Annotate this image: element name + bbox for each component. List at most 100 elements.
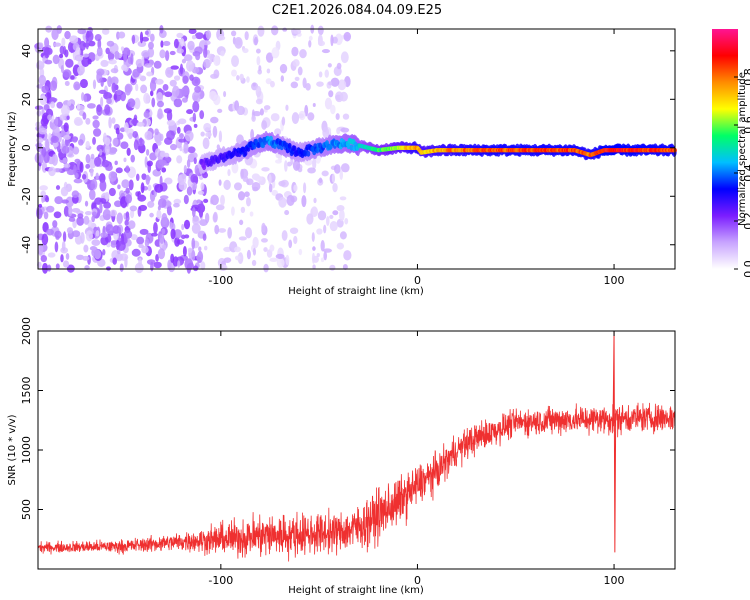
heatmap-cell [153, 222, 158, 234]
heatmap-cell [104, 213, 111, 220]
heatmap-cell [85, 117, 91, 125]
heatmap-cell [103, 92, 113, 100]
heatmap-cell [100, 232, 109, 238]
heatmap-cell [343, 31, 352, 42]
heatmap-cell [140, 84, 148, 94]
heatmap-cell [156, 139, 162, 146]
heatmap-cell [164, 177, 173, 185]
heatmap-cell [194, 85, 202, 93]
heatmap-cell [220, 50, 225, 57]
heatmap-cell [312, 246, 316, 251]
heatmap-cell [46, 205, 55, 213]
heatmap-cell [233, 182, 243, 191]
heatmap-cell [56, 101, 64, 109]
heatmap-cell [68, 217, 76, 222]
heatmap-cell [44, 139, 50, 150]
colorbar-tick-label: 0.4 [742, 164, 750, 182]
heatmap-cell [114, 50, 120, 60]
heatmap-cell [40, 190, 47, 197]
heatmap-cell [291, 46, 299, 57]
heatmap-cell [164, 137, 173, 145]
heatmap-cell [59, 114, 66, 121]
heatmap-cell [218, 179, 222, 186]
heatmap-cell [104, 104, 111, 115]
heatmap-cell [218, 35, 226, 41]
heatmap-cell [173, 229, 183, 239]
heatmap-cell [213, 69, 220, 79]
heatmap-cell [132, 131, 139, 139]
heatmap-cell [138, 204, 148, 212]
colorbar-tick-label: 0.2 [742, 212, 750, 230]
heatmap-cell [106, 40, 115, 47]
heatmap-cell [317, 25, 324, 36]
heatmap-cell [60, 186, 69, 197]
heatmap-cell [292, 145, 297, 152]
heatmap-cell [163, 108, 173, 114]
heatmap-cell [313, 197, 317, 204]
heatmap-cell [97, 38, 102, 50]
heatmap-cell [59, 53, 64, 59]
heatmap-cell [79, 78, 88, 89]
heatmap-cell [159, 233, 165, 244]
heatmap-cell [164, 91, 173, 98]
heatmap-cell [173, 75, 181, 81]
heatmap-cell [340, 51, 349, 64]
heatmap-cell [54, 230, 62, 239]
heatmap-cell [183, 141, 189, 154]
heatmap-cell [130, 234, 138, 241]
heatmap-cell [311, 252, 316, 264]
heatmap-cell [52, 54, 60, 65]
heatmap-cell [284, 160, 288, 172]
heatmap-cell [94, 156, 102, 167]
heatmap-cell [187, 40, 195, 51]
heatmap-cell [292, 59, 300, 67]
heatmap-cell [289, 227, 299, 234]
heatmap-cell [116, 212, 123, 225]
y-tick-label: -40 [20, 236, 33, 254]
heatmap-cell [332, 182, 338, 193]
heatmap-cell [312, 264, 316, 270]
heatmap-cell [108, 187, 116, 197]
heatmap-cell [66, 227, 74, 234]
heatmap-cell [186, 159, 191, 168]
heatmap-cell [107, 75, 112, 88]
heatmap-cell [276, 258, 285, 268]
heatmap-cell [330, 104, 336, 115]
heatmap-cell [218, 228, 227, 233]
heatmap-cell [308, 35, 313, 41]
heatmap-cell [192, 207, 196, 218]
heatmap-cell [61, 145, 70, 154]
heatmap-cell [321, 49, 330, 54]
heatmap-cell [184, 258, 194, 271]
heatmap-cell [188, 28, 197, 35]
heatmap-cell [252, 110, 262, 117]
heatmap-cell [62, 260, 70, 268]
heatmap-cell [110, 76, 119, 86]
heatmap-cell [85, 230, 93, 242]
spectrogram-x-label: Height of straight line (km) [288, 286, 424, 297]
heatmap-cell [173, 98, 183, 108]
y-tick-label: 500 [20, 499, 33, 520]
heatmap-cell [125, 214, 130, 222]
heatmap-cell [62, 231, 67, 243]
heatmap-cell [209, 57, 213, 65]
heatmap-cell [271, 47, 280, 59]
heatmap-cell [236, 75, 240, 81]
heatmap-cell [73, 178, 83, 184]
heatmap-cell [331, 173, 336, 183]
heatmap-cell [73, 116, 83, 126]
heatmap-cell [125, 165, 130, 174]
heatmap-cell [198, 246, 202, 252]
heatmap-cell [249, 211, 254, 217]
heatmap-cell [130, 209, 135, 219]
heatmap-cell [317, 40, 325, 47]
heatmap-cell [162, 83, 169, 91]
heatmap-cell [38, 42, 44, 49]
heatmap-cell [77, 65, 85, 75]
heatmap-cell [39, 185, 48, 191]
heatmap-cell [123, 230, 133, 239]
heatmap-cell [173, 198, 182, 205]
heatmap-cell [50, 135, 59, 144]
heatmap-cell [227, 227, 232, 239]
